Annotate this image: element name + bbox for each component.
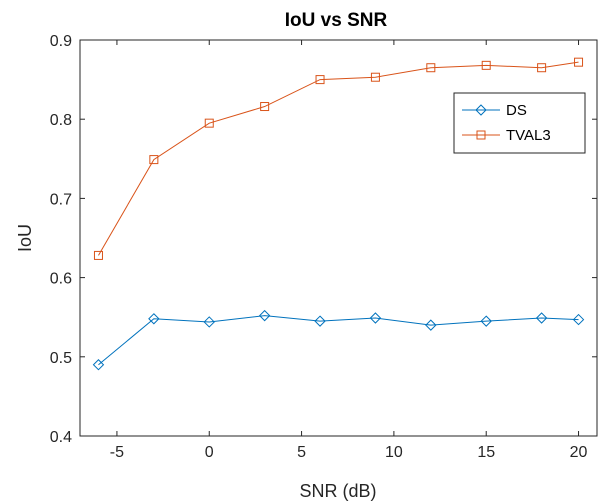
legend-swatch-marker xyxy=(475,104,487,116)
legend-box xyxy=(453,92,586,154)
y-tick-label: 0.7 xyxy=(50,191,72,208)
y-axis-label: IoU xyxy=(15,224,35,252)
data-point xyxy=(572,313,585,326)
y-tick-label: 0.9 xyxy=(50,33,72,50)
data-point xyxy=(537,63,547,73)
data-point xyxy=(258,309,271,322)
data-point xyxy=(315,75,325,85)
x-tick-label: 15 xyxy=(477,444,495,461)
data-point xyxy=(203,316,215,328)
legend: DS TVAL3 xyxy=(453,92,586,154)
data-point xyxy=(425,319,437,331)
legend-item: DS xyxy=(462,102,527,119)
legend-label: TVAL3 xyxy=(506,127,551,144)
data-point xyxy=(204,118,214,128)
data-point xyxy=(426,63,436,73)
y-tick-label: 0.5 xyxy=(50,350,72,367)
data-point xyxy=(149,155,159,165)
series-tval3 xyxy=(93,57,584,260)
series-line xyxy=(98,315,579,366)
legend-swatch-marker xyxy=(476,130,486,140)
data-point xyxy=(481,60,491,70)
y-tick-label: 0.4 xyxy=(50,429,72,446)
series-line xyxy=(98,61,579,256)
x-tick-label: 5 xyxy=(297,444,306,461)
x-tick-label: 20 xyxy=(570,444,588,461)
data-point xyxy=(260,102,270,112)
data-point xyxy=(93,250,103,260)
chart-title: IoU vs SNR xyxy=(285,10,388,31)
data-point xyxy=(92,359,105,371)
data-point xyxy=(314,315,326,327)
data-point xyxy=(480,315,492,327)
axes-box xyxy=(79,39,598,437)
x-axis-label: SNR (dB) xyxy=(299,481,376,501)
data-point xyxy=(574,57,584,67)
data-point xyxy=(148,313,160,325)
y-tick-label: 0.6 xyxy=(50,271,72,288)
x-tick-label: 0 xyxy=(205,444,214,461)
x-tick-label: -5 xyxy=(110,444,124,461)
data-point xyxy=(535,312,548,324)
legend-item: TVAL3 xyxy=(462,127,551,144)
series-ds xyxy=(92,309,585,371)
axes: -5 0 5 10 15 20 0.4 0.5 0.6 0.7 0.8 0.9 xyxy=(50,33,598,461)
data-point xyxy=(370,72,380,82)
y-tick-label: 0.8 xyxy=(50,112,72,129)
x-tick-label: 10 xyxy=(385,444,403,461)
data-point xyxy=(369,312,382,324)
legend-label: DS xyxy=(506,102,527,119)
series-layer xyxy=(92,57,585,371)
